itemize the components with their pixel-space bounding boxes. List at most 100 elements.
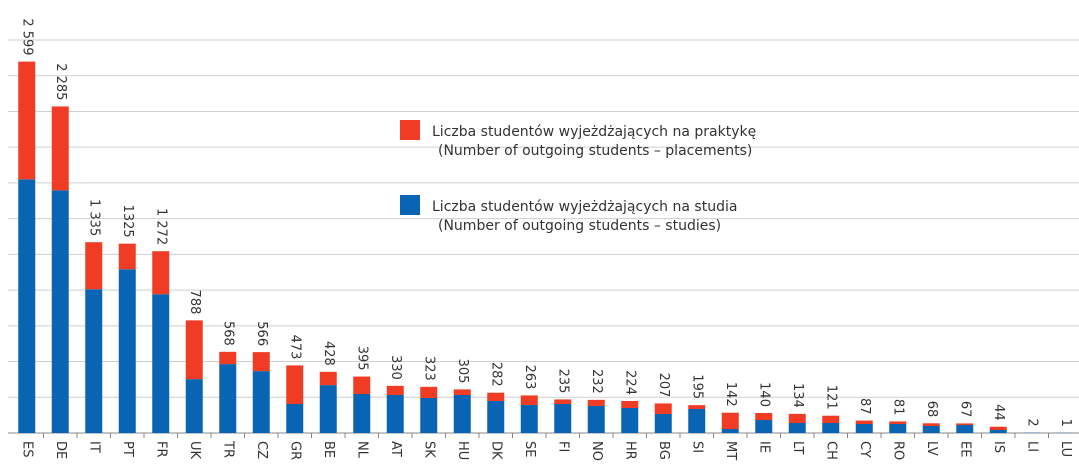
- x-tick-label: UK: [187, 441, 202, 460]
- x-tick-label: AT: [388, 441, 403, 457]
- total-label: 1325: [120, 205, 135, 238]
- x-tick-label: CY: [857, 441, 872, 458]
- total-label: 224: [622, 370, 637, 395]
- bar-segment: [621, 400, 639, 408]
- bar-segment: [286, 403, 304, 433]
- bar-segment: [688, 408, 706, 433]
- bar-segment: [51, 106, 69, 191]
- bar-segment: [118, 269, 136, 433]
- bar-segment: [822, 422, 840, 433]
- total-label: 330: [388, 355, 403, 380]
- total-label: 195: [689, 374, 704, 399]
- total-label: 121: [823, 385, 838, 410]
- bar-segment: [621, 407, 639, 433]
- bar-segment: [85, 242, 103, 290]
- bar-segment: [453, 394, 471, 433]
- total-label: 81: [890, 399, 905, 416]
- bar-segment: [18, 179, 36, 433]
- x-tick-label: FR: [153, 441, 168, 458]
- bar-segment: [721, 412, 739, 429]
- bar-segment: [788, 413, 806, 423]
- total-label: 566: [254, 321, 269, 346]
- x-tick-label: SE: [522, 441, 537, 457]
- total-label: 140: [756, 382, 771, 407]
- x-tick-label: PT: [120, 441, 135, 457]
- bar-segment: [922, 423, 940, 426]
- total-label: 44: [991, 404, 1006, 421]
- bar-segment: [185, 320, 203, 380]
- bar-segment: [855, 420, 873, 424]
- total-label: 232: [589, 369, 604, 394]
- bar-segment: [989, 426, 1007, 430]
- x-tick-label: IE: [756, 441, 771, 453]
- x-tick-label: MT: [723, 441, 738, 460]
- x-tick-label: SK: [421, 441, 436, 458]
- bar-segment: [922, 425, 940, 433]
- bar-segment: [185, 379, 203, 433]
- x-tick-label: RO: [890, 441, 905, 460]
- total-label: 235: [555, 369, 570, 394]
- bar-segment: [654, 403, 672, 414]
- bar-segment: [487, 392, 505, 401]
- bar-segment: [721, 428, 739, 433]
- x-tick-label: DE: [53, 441, 68, 459]
- bar-segment: [889, 421, 907, 424]
- total-label: 282: [488, 362, 503, 387]
- total-label: 788: [187, 290, 202, 315]
- legend-swatch: [400, 195, 420, 215]
- x-tick-label: CZ: [254, 441, 269, 459]
- x-tick-label: SI: [689, 441, 704, 453]
- legend: Liczba studentów wyjeżdżających na prakt…: [400, 120, 756, 234]
- x-tick-label: BG: [656, 441, 671, 460]
- bar-segment: [152, 251, 170, 295]
- legend-swatch: [400, 120, 420, 140]
- bar-segment: [51, 190, 69, 433]
- total-label: 263: [522, 365, 537, 390]
- total-label: 1 272: [153, 208, 168, 245]
- bar-segment: [420, 386, 438, 398]
- total-label: 1: [1058, 419, 1073, 427]
- bar-segment: [152, 294, 170, 433]
- bar-segment: [788, 422, 806, 433]
- total-label: 67: [957, 401, 972, 418]
- x-tick-label: DK: [488, 441, 503, 460]
- bar-segment: [520, 404, 538, 433]
- total-label: 473: [287, 335, 302, 360]
- x-tick-label: LI: [1024, 441, 1039, 452]
- x-tick-label: BE: [321, 441, 336, 458]
- total-label: 134: [790, 383, 805, 408]
- bar-segment: [487, 400, 505, 433]
- bar-segment: [855, 423, 873, 433]
- bar-segment: [688, 405, 706, 409]
- total-label: 87: [857, 398, 872, 415]
- x-tick-label: IT: [86, 441, 101, 453]
- bar-segment: [956, 423, 974, 425]
- bar-segment: [286, 365, 304, 404]
- bar-segment: [420, 397, 438, 433]
- bar-segment: [319, 385, 337, 433]
- x-tick-label: HR: [622, 441, 637, 460]
- x-tick-label: NL: [354, 441, 369, 459]
- bar-segment: [554, 399, 572, 404]
- total-label: 395: [354, 346, 369, 371]
- bar-segment: [219, 351, 237, 365]
- x-tick-label: GR: [287, 441, 302, 460]
- total-label: 305: [455, 359, 470, 384]
- bar-segment: [587, 405, 605, 433]
- total-label: 428: [321, 341, 336, 366]
- x-tick-label: CH: [823, 441, 838, 460]
- bar-segment: [453, 389, 471, 395]
- x-tick-label: TR: [220, 440, 235, 458]
- bar-segment: [252, 371, 270, 433]
- bar-segment: [118, 243, 136, 270]
- bar-segment: [353, 393, 371, 433]
- x-tick-label: ES: [19, 441, 34, 457]
- bar-segment: [956, 424, 974, 433]
- total-label: 207: [656, 373, 671, 398]
- legend-label: Liczba studentów wyjeżdżających na prakt…: [432, 124, 756, 159]
- bar-segment: [386, 394, 404, 433]
- x-tick-label: LV: [924, 441, 939, 456]
- x-tick-label: NO: [589, 441, 604, 461]
- x-tick-label: EE: [957, 441, 972, 457]
